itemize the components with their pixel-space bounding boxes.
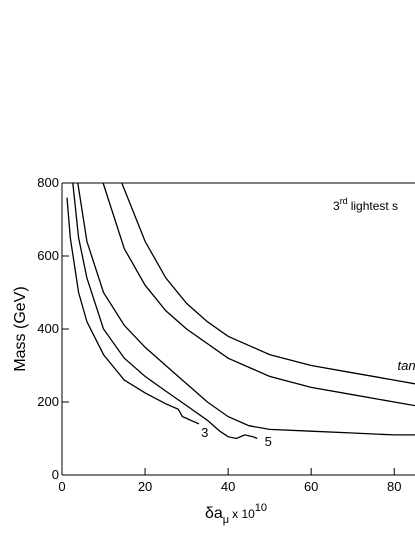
x-tick-label: 0 xyxy=(58,479,65,494)
curve xyxy=(77,182,415,436)
y-tick-label: 200 xyxy=(37,394,59,409)
x-tick-label: 20 xyxy=(138,479,152,494)
x-tick-label: 40 xyxy=(221,479,235,494)
annotation: 3 xyxy=(201,425,208,440)
y-tick-label: 800 xyxy=(37,175,59,190)
curve xyxy=(72,182,258,440)
x-axis-label: δaμ x 1010 xyxy=(205,502,267,526)
x-tick-label: 80 xyxy=(387,479,401,494)
x-label-part: δa xyxy=(205,505,223,522)
corner-note: 3rd lightest s xyxy=(333,196,398,213)
note-part: lightest s xyxy=(351,199,398,213)
annotation: tan xyxy=(398,358,415,373)
y-axis-label: Mass (GeV) xyxy=(12,286,29,371)
y-tick-label: 0 xyxy=(52,467,59,482)
x-tick-label: 60 xyxy=(304,479,318,494)
y-tick-label: 600 xyxy=(37,248,59,263)
x-label-part: x 10 xyxy=(232,507,255,521)
note-part: 3 xyxy=(333,199,340,213)
curve xyxy=(66,197,200,425)
curve xyxy=(121,182,415,385)
y-tick-label: 400 xyxy=(37,321,59,336)
x-label-sup: 10 xyxy=(255,502,267,514)
curve xyxy=(102,182,415,407)
x-label-sub: μ xyxy=(223,514,229,526)
annotation: 5 xyxy=(265,434,272,449)
note-sup: rd xyxy=(340,196,348,206)
